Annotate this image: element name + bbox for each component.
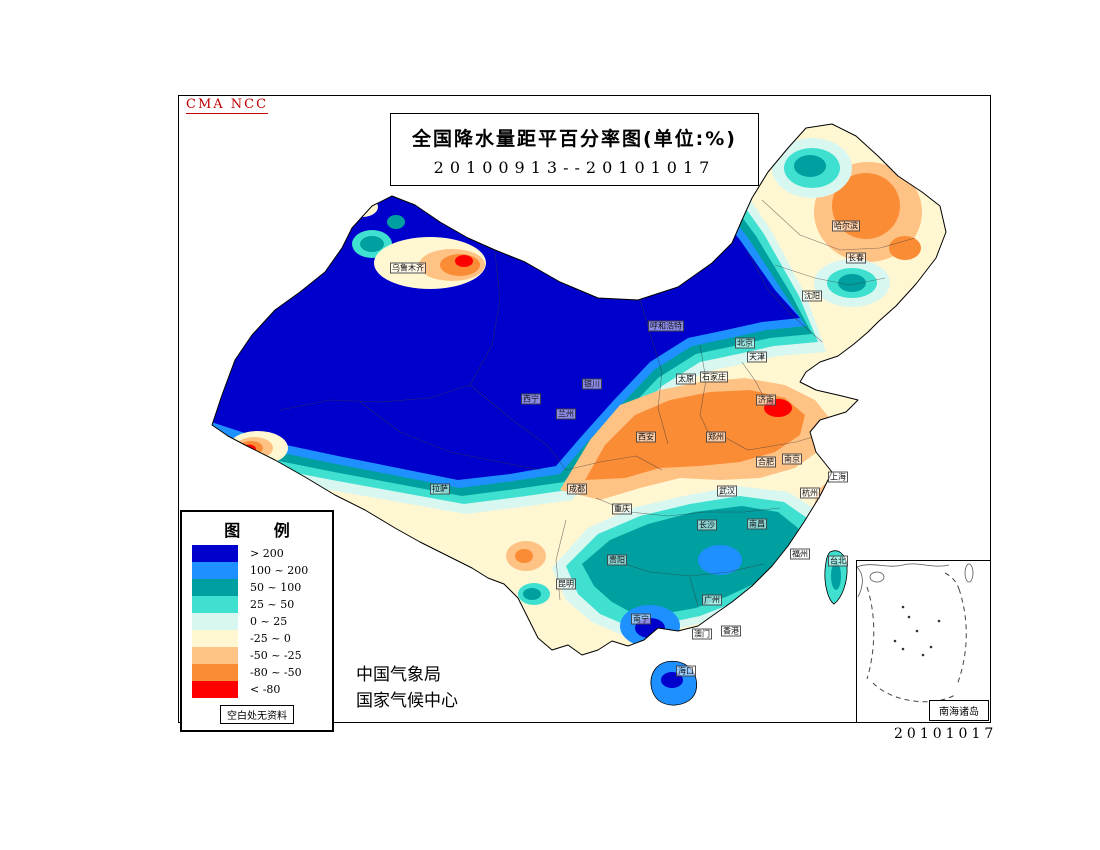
- legend-swatch: [192, 562, 238, 579]
- legend-item: -25 ~ 0: [182, 630, 332, 647]
- anomaly-region: [582, 506, 800, 614]
- legend-swatch: [192, 647, 238, 664]
- legend-label: 0 ~ 25: [250, 615, 288, 628]
- legend-item: 50 ~ 100: [182, 579, 332, 596]
- legend-label: 100 ~ 200: [250, 564, 309, 577]
- inset-hainan: [869, 571, 885, 583]
- legend-item: > 200: [182, 545, 332, 562]
- legend: 图 例 > 200 100 ~ 200 50 ~ 100 25 ~ 50 0 ~ 25 -…: [180, 510, 334, 732]
- inset-label: 南海诸岛: [929, 700, 989, 721]
- legend-swatch: [192, 681, 238, 698]
- legend-swatch: [192, 630, 238, 647]
- attribution-line1: 中国气象局: [356, 665, 441, 685]
- legend-note-wrap: 空白处无资料: [182, 704, 332, 724]
- inset-taiwan: [964, 563, 974, 583]
- anomaly-region: [838, 274, 866, 292]
- date-label: 20101017: [894, 726, 998, 742]
- legend-label: -80 ~ -50: [250, 666, 302, 679]
- legend-label: > 200: [250, 547, 284, 560]
- anomaly-region: [698, 545, 742, 575]
- legend-swatch: [192, 579, 238, 596]
- anomaly-region: [661, 672, 683, 688]
- map-title: 全国降水量距平百分率图(单位:%): [411, 128, 737, 150]
- anomaly-region: [831, 562, 841, 590]
- china-outline: [211, 123, 947, 656]
- attribution-line2: 国家气候中心: [356, 691, 458, 711]
- anomaly-region: [889, 236, 921, 260]
- inset-dash-line: [866, 572, 967, 703]
- legend-label: -25 ~ 0: [250, 632, 291, 645]
- legend-label: -50 ~ -25: [250, 649, 302, 662]
- legend-items: > 200 100 ~ 200 50 ~ 100 25 ~ 50 0 ~ 25 -25 ~…: [182, 545, 332, 698]
- anomaly-region: [346, 197, 378, 217]
- legend-swatch: [192, 613, 238, 630]
- anomaly-region: [387, 215, 405, 229]
- anomaly-region: [360, 236, 384, 252]
- inset-map: [856, 563, 974, 703]
- anomaly-region: [585, 390, 805, 480]
- map-frame: [178, 95, 991, 723]
- title-box: 全国降水量距平百分率图(单位:%) 20100913--20101017: [390, 113, 759, 186]
- anomaly-region: [455, 255, 473, 267]
- legend-swatch: [192, 545, 238, 562]
- anomaly-region: [794, 155, 826, 177]
- legend-swatch: [192, 596, 238, 613]
- legend-item: -50 ~ -25: [182, 647, 332, 664]
- inset-islands: [893, 605, 941, 657]
- legend-item: 0 ~ 25: [182, 613, 332, 630]
- agency-label: CMA NCC: [186, 97, 269, 114]
- inset-coastline-west: [856, 566, 863, 598]
- legend-label: 25 ~ 50: [250, 598, 295, 611]
- legend-item: 25 ~ 50: [182, 596, 332, 613]
- anomaly-region: [352, 202, 368, 212]
- south-china-sea-inset: 南海诸岛: [856, 560, 991, 723]
- inset-coastline: [856, 563, 950, 568]
- anomaly-region: [815, 483, 845, 527]
- legend-footnote: 空白处无资料: [220, 705, 294, 724]
- legend-label: < -80: [250, 683, 281, 696]
- map-period: 20100913--20101017: [433, 158, 716, 177]
- legend-label: 50 ~ 100: [250, 581, 302, 594]
- attribution: 中国气象局 国家气候中心: [356, 662, 458, 714]
- anomaly-region: [764, 399, 792, 417]
- legend-item: -80 ~ -50: [182, 664, 332, 681]
- anomaly-region: [824, 493, 840, 517]
- legend-item: < -80: [182, 681, 332, 698]
- anomaly-region: [523, 588, 541, 600]
- anomaly-region: [515, 549, 533, 563]
- legend-swatch: [192, 664, 238, 681]
- legend-title: 图 例: [224, 521, 304, 540]
- legend-item: 100 ~ 200: [182, 562, 332, 579]
